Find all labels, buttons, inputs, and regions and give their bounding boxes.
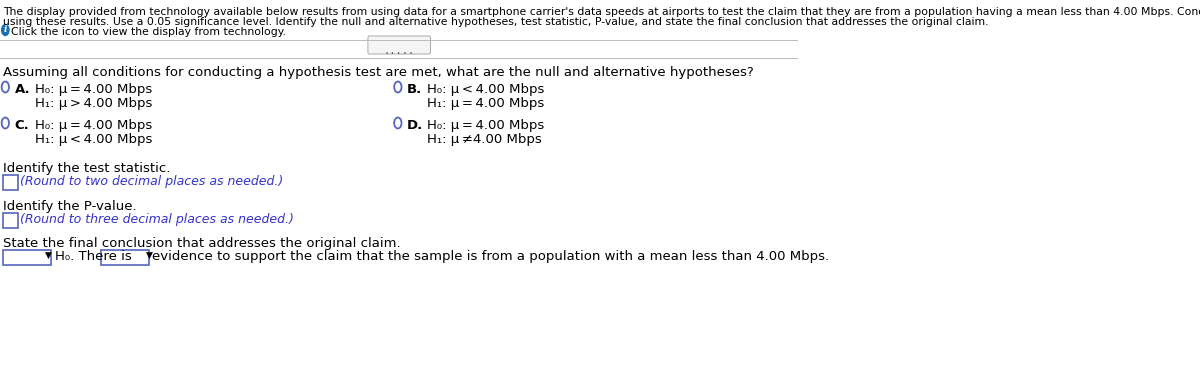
Text: H₁: μ < 4.00 Mbps: H₁: μ < 4.00 Mbps — [35, 133, 152, 146]
FancyBboxPatch shape — [4, 213, 18, 228]
Text: C.: C. — [14, 119, 29, 132]
Text: Identify the P-value.: Identify the P-value. — [4, 200, 137, 213]
Text: A.: A. — [14, 83, 30, 96]
Text: Click the icon to view the display from technology.: Click the icon to view the display from … — [11, 27, 287, 37]
Text: Assuming all conditions for conducting a hypothesis test are met, what are the n: Assuming all conditions for conducting a… — [4, 66, 754, 79]
Text: evidence to support the claim that the sample is from a population with a mean l: evidence to support the claim that the s… — [152, 250, 829, 263]
Text: using these results. Use a 0.05 significance level. Identify the null and altern: using these results. Use a 0.05 signific… — [4, 17, 989, 27]
Circle shape — [1, 24, 8, 35]
Text: State the final conclusion that addresses the original claim.: State the final conclusion that addresse… — [4, 237, 401, 250]
Text: H₀: μ = 4.00 Mbps: H₀: μ = 4.00 Mbps — [35, 119, 152, 132]
FancyBboxPatch shape — [368, 36, 431, 54]
FancyBboxPatch shape — [4, 250, 52, 265]
Text: H₁: μ = 4.00 Mbps: H₁: μ = 4.00 Mbps — [427, 97, 545, 110]
Text: H₁: μ > 4.00 Mbps: H₁: μ > 4.00 Mbps — [35, 97, 152, 110]
Text: H₀: μ < 4.00 Mbps: H₀: μ < 4.00 Mbps — [427, 83, 545, 96]
Text: D.: D. — [407, 119, 424, 132]
FancyBboxPatch shape — [4, 175, 18, 190]
Text: .....: ..... — [384, 46, 415, 56]
Text: H₀: μ = 4.00 Mbps: H₀: μ = 4.00 Mbps — [427, 119, 545, 132]
FancyBboxPatch shape — [101, 250, 149, 265]
Text: Identify the test statistic.: Identify the test statistic. — [4, 162, 170, 175]
Text: H₁: μ ≠4.00 Mbps: H₁: μ ≠4.00 Mbps — [427, 133, 542, 146]
Text: H₀: μ = 4.00 Mbps: H₀: μ = 4.00 Mbps — [35, 83, 152, 96]
Text: ▼: ▼ — [146, 251, 154, 260]
Text: i: i — [4, 25, 7, 35]
Text: The display provided from technology available below results from using data for: The display provided from technology ava… — [4, 7, 1200, 17]
Text: H₀. There is: H₀. There is — [54, 250, 131, 263]
Text: (Round to two decimal places as needed.): (Round to two decimal places as needed.) — [20, 175, 283, 188]
Text: ▼: ▼ — [46, 251, 52, 260]
Text: B.: B. — [407, 83, 422, 96]
Text: (Round to three decimal places as needed.): (Round to three decimal places as needed… — [20, 213, 294, 226]
